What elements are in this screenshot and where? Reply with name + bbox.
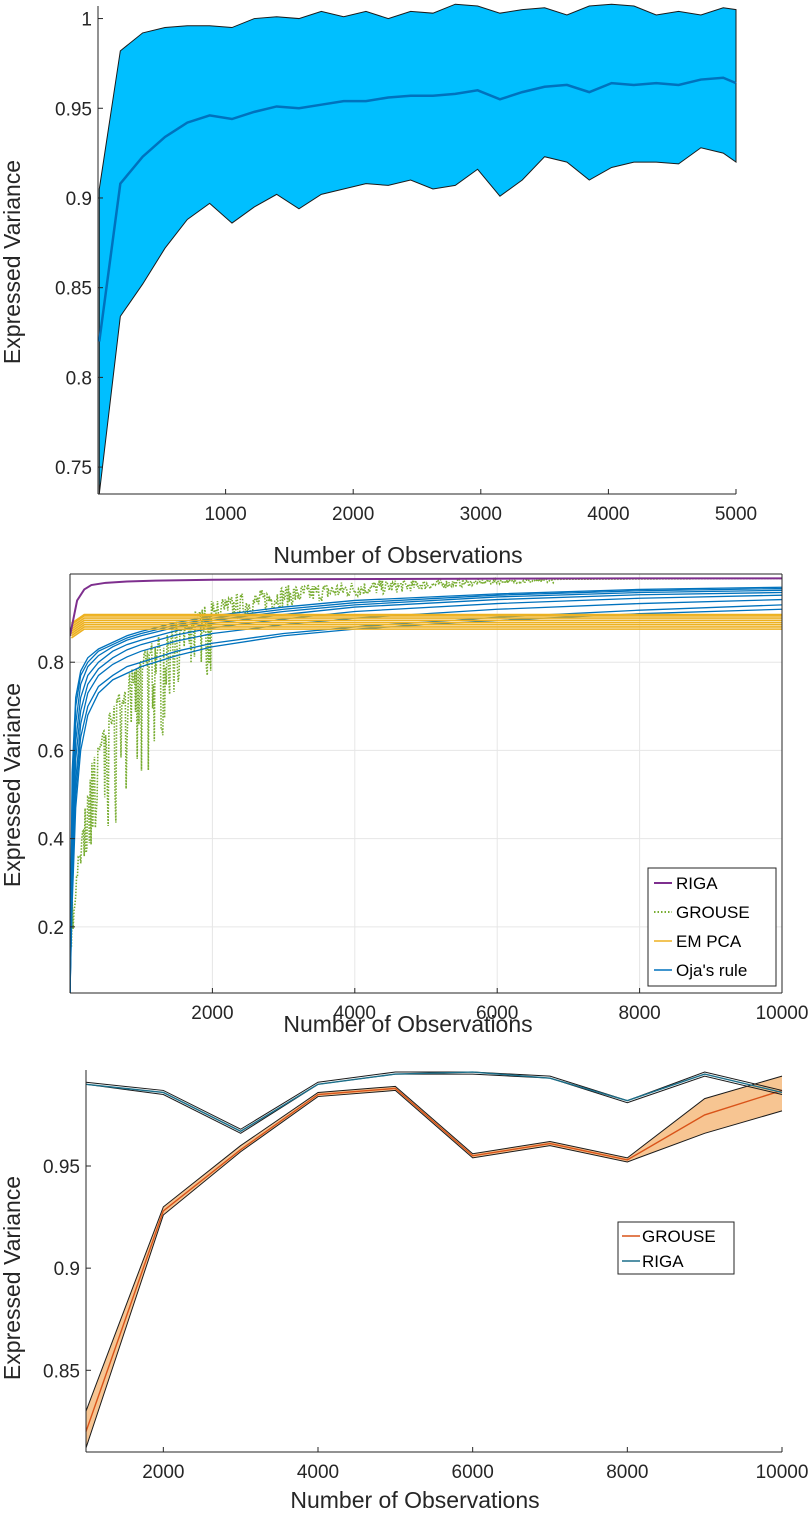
em-pca-series: [70, 615, 782, 626]
grouse-upper-edge: [85, 1075, 783, 1412]
p2-x-tick-label: 4000: [334, 1003, 376, 1024]
legend-label-oja: Oja's rule: [676, 961, 747, 980]
p3-x-tick-label: 6000: [452, 1462, 494, 1483]
p1-y-tick-label: 1: [81, 10, 92, 31]
p2-x-tick-label: 8000: [618, 1003, 660, 1024]
p1-x-tick-label: 5000: [715, 504, 757, 525]
em-pca-series: [70, 619, 782, 630]
panel-middle-methods-chart: 2000 4000 6000 8000 10000 0.2 0.4 0.6 0.8 Number…: [0, 573, 809, 1037]
p1-x-tick-label: 3000: [460, 504, 502, 525]
em-pca-series: [70, 623, 782, 635]
panel-bottom-comparison-chart: 2000 4000 6000 8000 10000 0.85 0.9 0.95 Number …: [0, 1070, 808, 1513]
p2-x-tick-label: 2000: [191, 1003, 233, 1024]
riga-series: [70, 577, 782, 636]
legend-label-em-pca: EM PCA: [676, 932, 742, 951]
riga-upper-edge: [85, 1071, 783, 1130]
em-pca-series: [70, 626, 782, 637]
p2-y-tick-label: 0.2: [38, 918, 64, 939]
panel-top-y-label: Expressed Variance: [0, 160, 25, 364]
oja-series: [70, 587, 782, 993]
grouse-lower-edge: [85, 1089, 783, 1449]
oja-series: [70, 598, 782, 993]
panel-top-x-label: Number of Observations: [273, 542, 522, 568]
panel-top-band-chart: 1000 2000 3000 4000 50000.750.80.850.90.951 …: [0, 3, 757, 568]
p2-x-tick-label: 10000: [756, 1003, 809, 1024]
oja-series: [70, 591, 782, 993]
panel-middle-x-label: Number of Observations: [283, 1011, 532, 1037]
p1-y-tick-label: 0.9: [66, 189, 92, 210]
p1-y-tick-label: 0.85: [55, 279, 92, 300]
panel-bottom-y-label: Expressed Variance: [0, 1176, 25, 1380]
grouse-mean-line: [85, 1087, 783, 1432]
p3-x-tick-label: 2000: [142, 1462, 184, 1483]
riga-lower-edge: [85, 1073, 783, 1134]
p3-y-tick-label: 0.9: [54, 1259, 80, 1280]
em-pca-series: [70, 628, 782, 639]
confidence-band: [98, 3, 737, 495]
mean-line: [98, 76, 737, 342]
em-pca-series: [70, 613, 782, 625]
p1-x-tick-label: 4000: [587, 504, 629, 525]
oja-series: [70, 594, 782, 993]
panel-bottom-legend: GROUSE RIGA: [617, 1221, 735, 1275]
oja-series: [70, 586, 782, 993]
p2-x-tick-label: 6000: [476, 1003, 518, 1024]
p3-y-tick-label: 0.85: [43, 1361, 80, 1382]
p2-y-tick-label: 0.8: [38, 653, 64, 674]
legend-label-riga: RIGA: [676, 874, 718, 893]
p3-x-tick-label: 10000: [756, 1462, 809, 1483]
p1-y-tick-label: 0.8: [66, 368, 92, 389]
p2-y-tick-label: 0.4: [38, 830, 65, 851]
em-pca-series: [70, 617, 782, 628]
legend-label-grouse: GROUSE: [676, 903, 750, 922]
p1-x-tick-label: 2000: [332, 504, 374, 525]
p3-y-tick-label: 0.95: [43, 1157, 80, 1178]
p1-y-tick-label: 0.75: [55, 458, 92, 479]
panel-bottom-legend-box: [617, 1221, 735, 1275]
oja-series: [70, 589, 782, 993]
legend-label-grouse-bottom: GROUSE: [642, 1227, 716, 1246]
panel-middle-legend: RIGA GROUSE EM PCA Oja's rule: [647, 867, 777, 987]
grouse-band: [86, 1076, 782, 1448]
em-pca-series: [70, 621, 782, 632]
p2-y-tick-label: 0.6: [38, 741, 64, 762]
p1-x-tick-label: 1000: [204, 504, 246, 525]
riga-mean-line: [85, 1071, 783, 1133]
panel-bottom-x-label: Number of Observations: [290, 1487, 539, 1513]
p3-x-tick-label: 8000: [606, 1462, 648, 1483]
p3-x-tick-label: 4000: [297, 1462, 339, 1483]
panel-middle-legend-box: [647, 867, 777, 987]
legend-label-riga-bottom: RIGA: [642, 1252, 684, 1271]
panel-middle-y-label: Expressed Variance: [0, 683, 25, 887]
p1-y-tick-label: 0.95: [55, 99, 92, 120]
grouse-series: [70, 576, 555, 947]
